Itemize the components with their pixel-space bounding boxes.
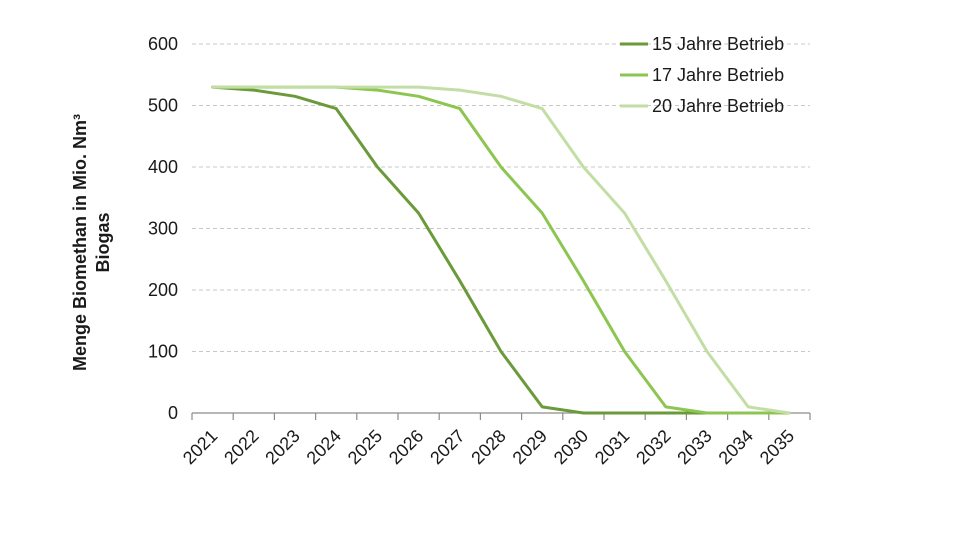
x-tick-label: 2022: [220, 426, 262, 468]
y-tick-label: 200: [148, 280, 178, 300]
x-tick-label: 2029: [509, 426, 551, 468]
y-tick-label: 0: [168, 403, 178, 423]
x-tick-label: 2032: [632, 426, 674, 468]
legend-item: 20 Jahre Betrieb: [620, 96, 784, 116]
y-tick-label: 500: [148, 96, 178, 116]
x-tick-label: 2028: [467, 426, 509, 468]
legend-item: 17 Jahre Betrieb: [620, 65, 784, 85]
legend-label: 20 Jahre Betrieb: [652, 96, 784, 116]
y-tick-label: 600: [148, 34, 178, 54]
y-axis-title: Menge Biomethan in Mio. Nm³ Biogas: [70, 114, 113, 371]
series-line-1: [211, 85, 791, 415]
x-tick-label: 2035: [756, 426, 798, 468]
x-tick-label: 2027: [426, 426, 468, 468]
x-tick-label: 2025: [344, 426, 386, 468]
x-tick-label: 2031: [591, 426, 633, 468]
y-tick-label: 300: [148, 219, 178, 239]
x-tick-label: 2024: [303, 426, 345, 468]
series-line-3: [211, 85, 791, 415]
x-tick-label: 2026: [385, 426, 427, 468]
series-line-2: [211, 85, 791, 415]
x-tick-label: 2030: [550, 426, 592, 468]
x-tick-label: 2023: [261, 426, 303, 468]
x-tick-label: 2033: [673, 426, 715, 468]
legend-label: 15 Jahre Betrieb: [652, 34, 784, 54]
y-tick-label: 100: [148, 342, 178, 362]
x-tick-label: 2034: [715, 426, 757, 468]
series-lines: [211, 85, 791, 415]
legend: 15 Jahre Betrieb 17 Jahre Betrieb 20 Jahre…: [620, 34, 784, 116]
y-axis-title-line: Menge Biomethan in Mio. Nm³: [70, 114, 90, 371]
y-tick-labels: 0 100 200 300 400 500 600: [148, 34, 178, 423]
grid-lines: [192, 43, 810, 352]
y-axis-title-line: Biogas: [93, 212, 113, 272]
x-tick-label: 2021: [179, 426, 221, 468]
legend-item: 15 Jahre Betrieb: [620, 34, 784, 54]
y-axis-title-text: Menge Biomethan in Mio. Nm³ Biogas: [70, 114, 113, 371]
legend-label: 17 Jahre Betrieb: [652, 65, 784, 85]
x-tick-labels: 2021202220232024202520262027202820292030…: [179, 426, 798, 468]
y-tick-label: 400: [148, 157, 178, 177]
